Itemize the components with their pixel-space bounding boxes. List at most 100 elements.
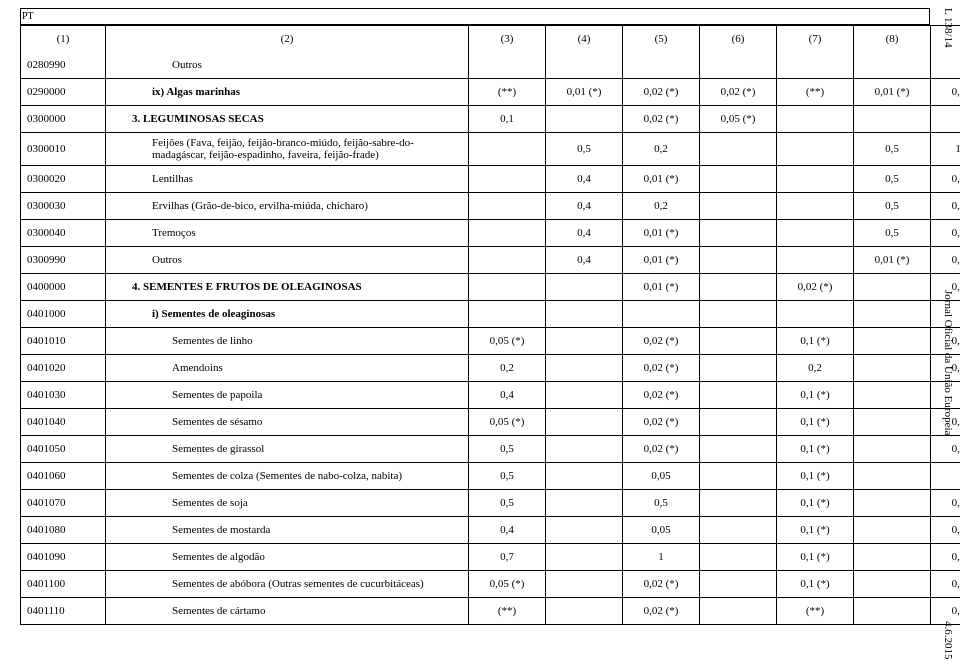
cell-c8 [854,301,931,328]
cell-c5: 0,02 (*) [623,598,700,625]
cell-c6 [700,355,777,382]
cell-code: 0401030 [21,382,106,409]
cell-c9: 0,01 (*) [931,544,960,571]
cell-desc: Sementes de girassol [106,436,469,463]
cell-c4 [546,382,623,409]
cell-desc: Amendoins [106,355,469,382]
cell-c4 [546,436,623,463]
cell-c7: (**) [777,79,854,106]
cell-desc: Ervilhas (Grão-de-bico, ervilha-miúda, c… [106,193,469,220]
cell-c7: (**) [777,598,854,625]
cell-desc: Sementes de soja [106,490,469,517]
cell-code: 0401110 [21,598,106,625]
cell-c4 [546,490,623,517]
cell-c7 [777,106,854,133]
cell-c8 [854,463,931,490]
cell-c9: 0,01 (*) [931,517,960,544]
cell-c8: 0,01 (*) [854,247,931,274]
table-row: 0300990Outros0,40,01 (*)0,01 (*)0,02 (*) [21,247,960,274]
cell-c5: 0,01 (*) [623,166,700,193]
cell-c8: 0,5 [854,193,931,220]
cell-c3 [469,220,546,247]
cell-c9: 0,01 (*) [931,436,960,463]
cell-code: 0300040 [21,220,106,247]
cell-c8 [854,274,931,301]
table-row: 0401060Sementes de colza (Sementes de na… [21,463,960,490]
cell-code: 0401090 [21,544,106,571]
cell-c6 [700,544,777,571]
cell-c6 [700,52,777,79]
cell-c8 [854,52,931,79]
cell-c3: (**) [469,79,546,106]
cell-c4 [546,409,623,436]
cell-c3 [469,133,546,166]
cell-c6 [700,517,777,544]
cell-c8 [854,571,931,598]
cell-c3 [469,193,546,220]
table-row: 0280990Outros [21,52,960,79]
cell-c3: 0,05 (*) [469,409,546,436]
cell-c6 [700,193,777,220]
cell-c3: 0,4 [469,517,546,544]
cell-c7: 0,2 [777,355,854,382]
cell-c8 [854,490,931,517]
cell-c4 [546,301,623,328]
col-header-7: (7) [777,26,854,53]
cell-c5: 0,01 (*) [623,220,700,247]
col-header-5: (5) [623,26,700,53]
cell-c9: 2 [931,463,960,490]
cell-c9: 0,01 (*) [931,490,960,517]
cell-code: 0401080 [21,517,106,544]
table-row: 0401110Sementes de cártamo(**)0,02 (*)(*… [21,598,960,625]
table-row: 0300020Lentilhas0,40,01 (*)0,50,02 (*) [21,166,960,193]
cell-c5: 0,02 (*) [623,382,700,409]
cell-code: 0401050 [21,436,106,463]
table-row: 0401070Sementes de soja0,50,50,1 (*)0,01… [21,490,960,517]
cell-c5: 0,2 [623,193,700,220]
cell-c3: 0,5 [469,436,546,463]
cell-c9: 0,02 (*) [931,247,960,274]
cell-c3: 0,05 (*) [469,328,546,355]
table-row: 04000004. SEMENTES E FRUTOS DE OLEAGINOS… [21,274,960,301]
cell-c6 [700,301,777,328]
cell-desc: Sementes de sésamo [106,409,469,436]
cell-c3: 0,7 [469,544,546,571]
col-header-8: (8) [854,26,931,53]
cell-c6: 0,02 (*) [700,79,777,106]
cell-code: 0300020 [21,166,106,193]
cell-c7: 0,1 (*) [777,382,854,409]
cell-c3: 0,2 [469,355,546,382]
cell-c6: 0,05 (*) [700,106,777,133]
cell-c8 [854,598,931,625]
cell-c5: 0,5 [623,490,700,517]
cell-c4: 0,4 [546,247,623,274]
cell-c8 [854,517,931,544]
cell-c8 [854,382,931,409]
cell-c7 [777,193,854,220]
col-header-3: (3) [469,26,546,53]
cell-c3: (**) [469,598,546,625]
cell-code: 0300990 [21,247,106,274]
cell-c9: 10 (+) [931,133,960,166]
table-row: 0401080Sementes de mostarda0,40,050,1 (*… [21,517,960,544]
cell-code: 0300010 [21,133,106,166]
cell-c9: 0,02 (*) [931,166,960,193]
cell-c3 [469,247,546,274]
cell-desc: Sementes de abóbora (Outras sementes de … [106,571,469,598]
cell-c7: 0,02 (*) [777,274,854,301]
cell-c8 [854,409,931,436]
cell-desc: Sementes de mostarda [106,517,469,544]
cell-c4 [546,517,623,544]
cell-c7: 0,1 (*) [777,544,854,571]
cell-c5: 0,2 [623,133,700,166]
cell-c5: 0,02 (*) [623,409,700,436]
cell-code: 0290000 [21,79,106,106]
cell-c5: 0,05 [623,463,700,490]
cell-c8: 0,5 [854,133,931,166]
cell-c9: 0,02 (*) [931,220,960,247]
cell-desc: Lentilhas [106,166,469,193]
cell-desc: Sementes de colza (Sementes de nabo-colz… [106,463,469,490]
cell-c3 [469,274,546,301]
cell-c5: 0,01 (*) [623,274,700,301]
col-header-2: (2) [106,26,469,53]
